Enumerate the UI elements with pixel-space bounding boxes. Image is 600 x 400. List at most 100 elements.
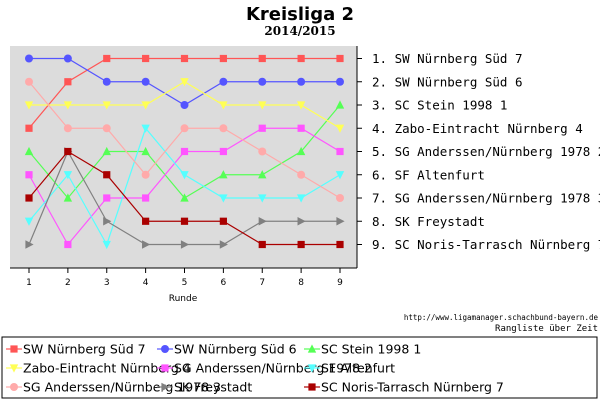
series-9 <box>25 147 344 249</box>
x-tick-label: 5 <box>182 278 188 288</box>
data-point <box>63 101 73 110</box>
data-point <box>64 78 72 86</box>
data-point <box>336 54 344 63</box>
x-ticks: 1 2 3 4 5 6 7 8 9 <box>26 268 343 288</box>
legend-label: SC Stein 1998 1 <box>321 342 421 357</box>
series-4 <box>24 78 345 133</box>
x-tick-label: 2 <box>65 278 71 288</box>
data-point <box>63 124 72 133</box>
x-tick-label: 4 <box>143 278 149 288</box>
data-point <box>64 147 72 156</box>
data-point <box>258 54 266 63</box>
data-point <box>24 146 34 156</box>
data-point <box>102 101 111 110</box>
x-axis-label: Runde <box>169 294 198 304</box>
data-point <box>103 217 112 226</box>
data-point <box>336 217 345 226</box>
data-point <box>258 124 266 132</box>
series-8 <box>25 147 345 249</box>
data-point <box>25 77 33 86</box>
data-point <box>219 124 228 133</box>
legend-label: SG Anderssen/Nürnberg 1978 2 <box>174 361 372 376</box>
y-ticks <box>357 58 362 245</box>
data-point <box>180 217 189 225</box>
data-point <box>63 171 73 180</box>
data-point <box>258 217 267 226</box>
legend-item: SW Nürnberg Süd 7 <box>6 342 146 357</box>
data-point <box>219 101 228 110</box>
data-point <box>180 193 189 202</box>
data-point <box>180 78 189 87</box>
data-point <box>64 240 72 249</box>
legend-swatch-marker <box>10 383 18 391</box>
final-rank-label: 1. SW Nürnberg Süd 7 <box>372 51 523 66</box>
data-point <box>24 101 34 110</box>
source-caption: Rangliste über Zeit <box>495 324 598 334</box>
legend-item: SK Freystadt <box>157 380 252 395</box>
final-rank-label: 9. SC Noris-Tarrasch Nürnberg 7 <box>372 237 600 252</box>
legend-box <box>1 336 598 399</box>
final-rank-label: 2. SW Nürnberg Süd 6 <box>372 74 523 89</box>
data-point <box>336 194 344 202</box>
legend-swatch-marker <box>161 364 169 372</box>
chart-subtitle: 2014/2015 <box>264 24 335 38</box>
data-point <box>219 217 227 225</box>
series-layer <box>24 54 345 250</box>
final-rank-label: 8. SK Freystadt <box>372 214 485 229</box>
legend-swatch-marker <box>307 364 317 373</box>
data-point <box>336 77 344 86</box>
legend-swatch-marker <box>307 344 317 353</box>
data-point <box>102 124 111 133</box>
data-point <box>180 54 189 63</box>
data-point <box>297 54 305 63</box>
data-point <box>335 124 345 133</box>
series-7 <box>25 77 344 202</box>
data-point <box>258 170 267 179</box>
legend-swatch-marker <box>9 364 19 373</box>
data-point <box>335 100 345 109</box>
data-point <box>102 240 111 250</box>
x-tick-label: 7 <box>259 278 265 288</box>
data-point <box>25 54 33 63</box>
data-point <box>142 194 150 202</box>
data-point <box>219 240 228 249</box>
legend-label: Zabo-Eintracht Nürnberg 4 <box>23 361 191 376</box>
data-point <box>297 170 306 179</box>
legend-item: SG Anderssen/Nürnberg 1978 3 <box>6 380 221 395</box>
final-rank-label: 4. Zabo-Eintracht Nürnberg 4 <box>372 121 583 136</box>
legend-label: SW Nürnberg Süd 7 <box>23 342 146 357</box>
data-point <box>219 147 227 156</box>
data-point <box>336 147 344 156</box>
final-rank-label: 6. SF Altenfurt <box>372 167 485 182</box>
legend-label: SK Freystadt <box>174 380 252 395</box>
data-point <box>25 240 34 249</box>
legend-label: SG Anderssen/Nürnberg 1978 3 <box>23 380 221 395</box>
data-point <box>180 124 189 133</box>
final-rank-label: 7. SG Anderssen/Nürnberg 1978 3 <box>372 191 600 206</box>
series-5 <box>25 124 344 249</box>
data-point <box>24 217 34 226</box>
legend-swatch-marker <box>161 345 169 353</box>
legend-item: SC Noris-Tarrasch Nürnberg 7 <box>304 380 504 395</box>
data-point <box>219 77 228 86</box>
legend-swatch-marker <box>308 383 316 391</box>
data-point <box>335 171 345 180</box>
data-point <box>297 77 306 86</box>
legend-swatch-marker <box>10 345 18 353</box>
data-point <box>141 77 150 86</box>
data-point <box>102 146 111 156</box>
data-point <box>258 77 267 86</box>
legend: SW Nürnberg Süd 7 SW Nürnberg Süd 6 SC Ste… <box>6 342 504 395</box>
data-point <box>180 101 189 109</box>
data-point <box>141 124 150 133</box>
legend-item: SF Altenfurt <box>304 361 395 376</box>
data-point <box>142 240 151 249</box>
data-point <box>141 170 150 179</box>
data-point <box>297 217 306 226</box>
legend-swatch-marker <box>161 382 170 392</box>
chart-title: Kreisliga 2 <box>246 4 354 25</box>
x-tick-label: 6 <box>221 278 227 288</box>
data-point <box>25 194 33 202</box>
data-point <box>296 194 306 203</box>
